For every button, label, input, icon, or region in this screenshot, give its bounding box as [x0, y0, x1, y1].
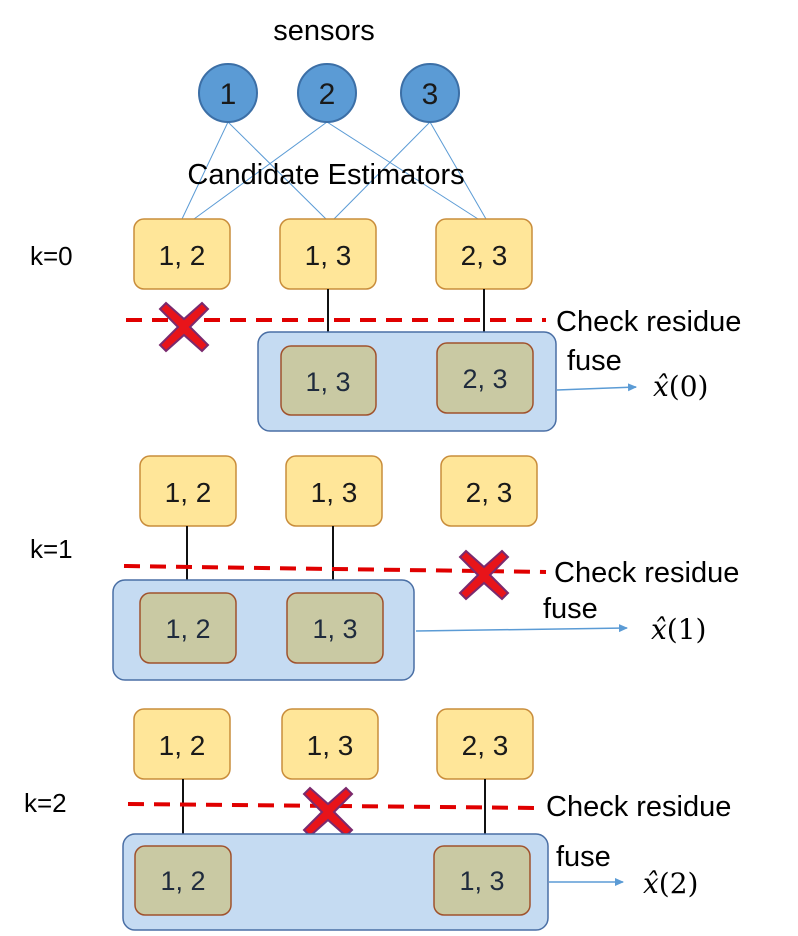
- connector-line: [429, 121, 487, 220]
- candidate-label: 2, 3: [461, 240, 508, 271]
- connector-line: [333, 121, 431, 220]
- fuse-label: fuse: [556, 841, 611, 873]
- step-k2-label: k=2: [24, 788, 67, 818]
- sensor-3: 3: [400, 63, 460, 123]
- candidate-estimators-label: Candidate Estimators: [187, 159, 464, 191]
- sensor-3-label: 3: [422, 78, 439, 111]
- fuse-arrow: [415, 624, 628, 633]
- candidate-label: 1, 2: [159, 240, 206, 271]
- candidate-box: 1, 2: [133, 708, 231, 780]
- step-k2: k=2 1, 2 1, 3 2, 3 Check residue 1, 2: [24, 708, 731, 931]
- estimate-arg: (1): [667, 613, 707, 646]
- estimate-output: x̂(1): [651, 613, 706, 646]
- check-residue-label: Check residue: [546, 791, 731, 823]
- connector-line: [326, 121, 479, 220]
- sensor-2: 2: [297, 63, 357, 123]
- estimate-arg: (0): [669, 370, 709, 403]
- sensor-1-label: 1: [220, 78, 237, 111]
- check-residue-label: Check residue: [556, 306, 741, 338]
- rejected-cross-icon: [458, 549, 510, 601]
- check-residue-label: Check residue: [554, 557, 739, 589]
- candidate-label: 1, 2: [165, 477, 212, 508]
- estimate-output: x̂(2): [643, 867, 698, 900]
- fused-estimator-label: 1, 3: [305, 367, 350, 397]
- sensor-2-label: 2: [319, 78, 336, 111]
- estimate-output: x̂(0): [653, 370, 708, 403]
- fused-estimator-box: 1, 3: [433, 845, 531, 916]
- sensor-2-circle: [297, 63, 357, 123]
- fuse-label: fuse: [567, 345, 622, 377]
- rejected-cross-icon: [302, 786, 354, 838]
- candidate-box: 2, 3: [435, 218, 533, 290]
- fused-estimator-label: 1, 2: [165, 614, 210, 644]
- candidate-label: 1, 2: [159, 730, 206, 761]
- step-k0: k=0 1, 2 1, 3 2, 3 Check residue 1: [30, 218, 741, 432]
- connector-line: [227, 121, 327, 220]
- fused-estimator-label: 1, 3: [459, 866, 504, 896]
- fused-estimator-box: 2, 3: [436, 342, 534, 414]
- estimate-arg: (2): [659, 867, 699, 900]
- sensors-label: sensors: [273, 15, 375, 47]
- candidate-box: 2, 3: [436, 708, 534, 780]
- candidate-box: 2, 3: [440, 455, 538, 527]
- fused-estimator-label: 1, 2: [160, 866, 205, 896]
- sensor-1-circle: [198, 63, 258, 123]
- fused-estimator-label: 1, 3: [312, 614, 357, 644]
- candidate-label: 2, 3: [466, 477, 513, 508]
- candidate-box: 1, 2: [139, 455, 237, 527]
- candidate-label: 1, 3: [307, 730, 354, 761]
- fused-estimator-box: 1, 3: [280, 345, 377, 416]
- candidate-label: 1, 3: [311, 477, 358, 508]
- connector-line: [181, 121, 229, 220]
- sensor-connectors: [181, 121, 487, 220]
- fused-estimator-label: 2, 3: [462, 364, 507, 394]
- estimate-symbol: x̂: [651, 613, 667, 646]
- fused-estimator-box: 1, 3: [286, 592, 384, 664]
- candidate-label: 1, 3: [305, 240, 352, 271]
- sensor-1: 1: [198, 63, 258, 123]
- check-residue-line: [127, 802, 541, 810]
- candidate-box: 1, 2: [133, 218, 231, 290]
- fused-estimator-box: 1, 2: [134, 845, 232, 916]
- fuse-arrow: [556, 383, 637, 392]
- fusion-group: 1, 2 1, 3: [112, 579, 415, 681]
- fuse-label: fuse: [543, 593, 598, 625]
- candidate-box: 1, 3: [281, 708, 379, 780]
- estimate-symbol: x̂: [643, 867, 659, 900]
- fusion-group: 1, 3 2, 3: [257, 331, 557, 432]
- sensor-3-circle: [400, 63, 460, 123]
- candidate-box: 1, 3: [285, 455, 383, 527]
- step-k0-label: k=0: [30, 241, 73, 271]
- connector-line: [193, 121, 328, 220]
- fused-estimator-box: 1, 2: [139, 592, 237, 664]
- candidate-label: 2, 3: [462, 730, 509, 761]
- candidate-box: 1, 3: [279, 218, 377, 290]
- estimate-symbol: x̂: [653, 370, 669, 403]
- rejected-cross-icon: [158, 301, 210, 353]
- fusion-group: 1, 2 1, 3: [122, 833, 549, 931]
- step-k1: k=1 1, 2 1, 3 2, 3 Check residue 1, 2: [30, 455, 739, 681]
- step-k1-label: k=1: [30, 534, 73, 564]
